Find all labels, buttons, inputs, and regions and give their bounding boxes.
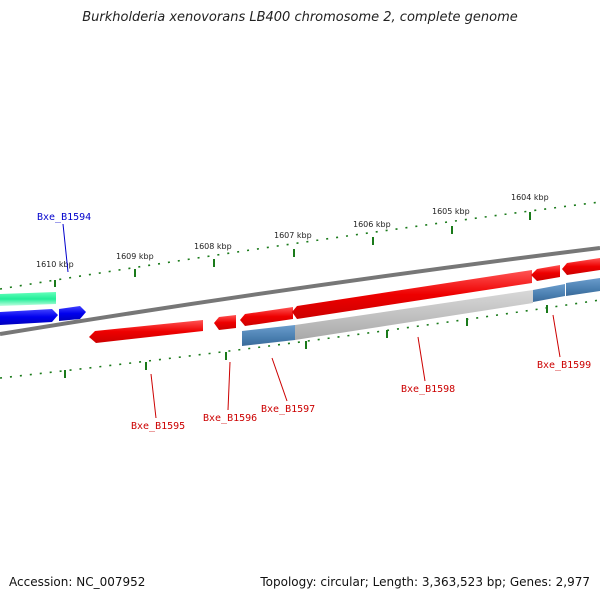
gene-steel[interactable] bbox=[533, 284, 565, 302]
map-title: Burkholderia xenovorans LB400 chromosome… bbox=[82, 10, 518, 25]
callout-line bbox=[227, 361, 231, 411]
gene-label: Bxe_B1597 bbox=[261, 404, 315, 415]
gene-Bxe_B1595[interactable] bbox=[89, 320, 203, 343]
scale-tick-label: 1608 kbp bbox=[194, 242, 232, 251]
gene-Bxe_B1597[interactable] bbox=[240, 307, 293, 326]
gene-labels: Bxe_B1594 Bxe_B1595 Bxe_B1596 Bxe_B1597 … bbox=[37, 212, 591, 432]
gene-steel[interactable] bbox=[242, 325, 295, 346]
callout-line bbox=[552, 314, 561, 358]
gene-Bxe_B1599[interactable] bbox=[531, 265, 560, 281]
lower-major-ticks bbox=[64, 305, 548, 378]
gene-steel[interactable] bbox=[566, 278, 600, 296]
callout-line bbox=[271, 357, 288, 402]
callout-line bbox=[417, 336, 426, 382]
gene-Bxe_B1598[interactable] bbox=[292, 270, 532, 319]
scale-tick-label: 1606 kbp bbox=[353, 220, 391, 229]
gene-label: Bxe_B1595 bbox=[131, 421, 185, 432]
lower-tick-track bbox=[0, 299, 600, 379]
gene-Bxe_B1596[interactable] bbox=[214, 315, 236, 330]
topology-summary: Topology: circular; Length: 3,363,523 bp… bbox=[260, 575, 590, 589]
callout-line bbox=[150, 373, 157, 419]
upper-major-ticks bbox=[54, 212, 531, 287]
gene-red-partial[interactable] bbox=[562, 258, 600, 275]
scale-tick-label: 1607 kbp bbox=[274, 231, 312, 240]
gene-label: Bxe_B1594 bbox=[37, 212, 91, 223]
scale-tick-label: 1609 kbp bbox=[116, 252, 154, 261]
scale-tick-label: 1605 kbp bbox=[432, 207, 470, 216]
scale-tick-label: 1610 kbp bbox=[36, 260, 74, 269]
scale-tick-label: 1604 kbp bbox=[511, 193, 549, 202]
gene-green[interactable] bbox=[0, 292, 56, 306]
callout-lines bbox=[62, 223, 561, 419]
upper-tick-track bbox=[0, 201, 600, 290]
callout-line bbox=[62, 223, 69, 273]
gene-blue[interactable] bbox=[0, 309, 58, 325]
gene-Bxe_B1594[interactable] bbox=[59, 306, 86, 321]
genome-backbone bbox=[0, 246, 600, 336]
gene-gray[interactable] bbox=[295, 290, 533, 340]
gene-label: Bxe_B1599 bbox=[537, 360, 591, 371]
scale-tick-labels: 1610 kbp 1609 kbp 1608 kbp 1607 kbp 1606… bbox=[36, 193, 549, 269]
gene-label: Bxe_B1596 bbox=[203, 413, 257, 424]
accession-text: Accession: NC_007952 bbox=[9, 575, 146, 589]
gene-label: Bxe_B1598 bbox=[401, 384, 455, 395]
